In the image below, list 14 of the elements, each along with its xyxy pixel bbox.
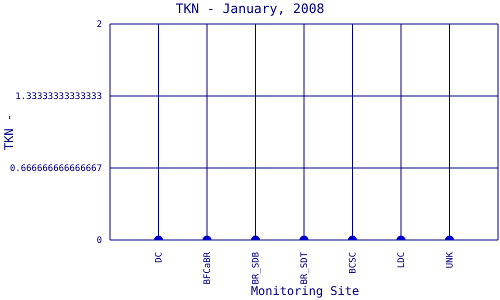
x-tick-label: BCSC: [348, 252, 358, 274]
x-tick-label: LDC: [397, 252, 407, 268]
y-tick-label: 2: [96, 20, 102, 30]
x-axis-title: Monitoring Site: [250, 284, 360, 298]
x-tick-label: UNK: [446, 251, 456, 268]
y-tick-label: 0: [96, 236, 102, 246]
x-tick-label: BFCaBR: [203, 251, 213, 285]
x-tick-label: DC: [154, 252, 164, 263]
y-tick-label: 1.33333333333333: [15, 92, 102, 102]
x-tick-label: BR_SDB: [252, 252, 262, 285]
chart-title: TKN - January, 2008: [174, 2, 326, 17]
y-tick-label: 0.666666666666667: [10, 164, 102, 174]
x-tick-label: BR_SDT: [300, 251, 310, 285]
y-axis-title: TKN -: [2, 114, 16, 150]
